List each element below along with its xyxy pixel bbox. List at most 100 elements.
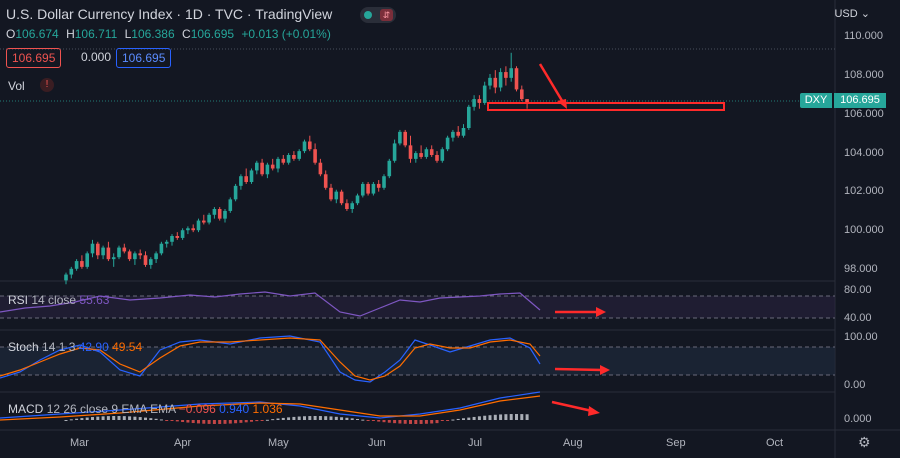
- macd-histogram-bar: [520, 414, 524, 420]
- candle-body: [323, 174, 328, 188]
- macd-histogram-bar: [228, 420, 232, 424]
- macd-arrow-annotation: [551, 400, 593, 413]
- candle-body: [85, 253, 89, 267]
- chart-title[interactable]: U.S. Dollar Currency Index · 1D · TVC · …: [6, 6, 333, 22]
- macd-tick: 0.000: [844, 413, 872, 425]
- macd-histogram-bar: [440, 420, 444, 421]
- candle-body: [244, 176, 248, 182]
- macd-histogram-bar: [403, 420, 407, 424]
- macd-histogram-bar: [345, 417, 349, 420]
- price-tick: 110.000: [844, 30, 883, 42]
- macd-legend[interactable]: MACD 12 26 close 9 EMA EMA −0.096 0.940 …: [8, 402, 283, 416]
- candle-body: [461, 128, 466, 136]
- macd-histogram-bar: [69, 419, 73, 421]
- macd-histogram-bar: [122, 416, 126, 420]
- rsi-arrow-head: [596, 307, 606, 317]
- macd-histogram-bar: [477, 416, 481, 420]
- macd-histogram-bar: [467, 417, 471, 420]
- candlestick-series: [64, 52, 529, 285]
- candle-body: [149, 259, 153, 265]
- market-open-dot: [364, 11, 372, 19]
- price-tick: 108.000: [844, 69, 884, 81]
- price-tick: 102.000: [844, 185, 884, 197]
- candle-body: [186, 228, 190, 231]
- macd-histogram-bar: [117, 416, 121, 420]
- support-zone-annotation[interactable]: [487, 102, 725, 111]
- candle-body: [482, 85, 487, 103]
- macd-histogram-bar: [350, 418, 354, 420]
- candle-body: [313, 149, 317, 163]
- candle-body: [260, 162, 264, 175]
- macd-histogram-bar: [456, 418, 460, 420]
- macd-histogram-bar: [75, 418, 79, 420]
- candle-body: [355, 195, 360, 204]
- candle-body: [191, 228, 195, 231]
- volume-label[interactable]: Vol: [8, 79, 25, 93]
- candle-body: [514, 68, 519, 90]
- currency-selector[interactable]: USD ⌄: [834, 8, 870, 20]
- gear-icon[interactable]: ⚙: [858, 434, 871, 450]
- candle-body: [101, 247, 105, 256]
- macd-histogram-bar: [64, 420, 68, 421]
- candle-body: [64, 274, 68, 281]
- market-status-toggle[interactable]: ⇵: [360, 7, 396, 23]
- macd-histogram-bar: [308, 416, 312, 420]
- macd-histogram-bar: [414, 420, 418, 424]
- stoch-band: [0, 347, 835, 375]
- candle-body: [520, 89, 524, 100]
- candle-body: [249, 170, 254, 182]
- macd-histogram-bar: [91, 417, 94, 420]
- date-tick: May: [268, 437, 289, 449]
- macd-histogram-bar: [250, 420, 253, 422]
- rsi-legend[interactable]: RSI 14 close 55.63: [8, 293, 110, 307]
- macd-histogram-bar: [356, 418, 359, 420]
- candle-body: [80, 261, 84, 267]
- macd-histogram-bar: [451, 419, 455, 421]
- down-arrow-annotation: [538, 63, 566, 105]
- candle-body: [228, 199, 233, 211]
- candle-body: [239, 176, 243, 186]
- macd-histogram-bar: [509, 414, 513, 420]
- macd-histogram-bar: [313, 416, 317, 420]
- macd-histogram-bar: [101, 416, 105, 420]
- alert-icon[interactable]: ⇵: [380, 9, 393, 21]
- candle-body: [207, 214, 211, 223]
- macd-histogram-bar: [133, 416, 137, 420]
- candle-body: [281, 158, 286, 163]
- macd-histogram-bar: [159, 419, 163, 421]
- rsi-line: [0, 291, 541, 317]
- candle-body: [509, 68, 513, 78]
- macd-histogram-bar: [154, 418, 158, 420]
- price-tick: 98.000: [844, 263, 878, 275]
- date-tick: Oct: [766, 437, 784, 449]
- candle-body: [122, 247, 127, 252]
- candle-body: [297, 151, 301, 159]
- macd-histogram-bar: [96, 416, 100, 420]
- candle-body: [419, 153, 423, 157]
- candle-body: [456, 131, 460, 136]
- macd-histogram-bar: [324, 416, 328, 420]
- candle-body: [175, 236, 180, 238]
- candle-body: [202, 220, 206, 223]
- candle-body: [217, 209, 222, 219]
- candle-body: [424, 149, 429, 157]
- date-tick: Jul: [468, 437, 483, 449]
- candle-body: [233, 185, 238, 200]
- rsi-tick: 40.00: [844, 312, 872, 324]
- buy-price-button[interactable]: 106.695: [116, 48, 172, 68]
- macd-histogram-bar: [515, 414, 518, 420]
- candle-body: [255, 162, 259, 171]
- macd-histogram-bar: [234, 420, 238, 424]
- macd-histogram-bar: [218, 420, 222, 424]
- warning-icon[interactable]: !: [40, 78, 54, 92]
- candle-body: [223, 210, 227, 219]
- macd-arrow-head: [588, 406, 600, 416]
- macd-histogram-bar: [377, 420, 381, 422]
- stoch-legend[interactable]: Stoch 14 1 3 42.90 49.54: [8, 340, 143, 354]
- date-tick: Aug: [563, 437, 583, 449]
- sell-price-button[interactable]: 106.695: [6, 48, 62, 68]
- candle-body: [276, 158, 280, 169]
- macd-histogram-bar: [149, 418, 153, 420]
- macd-histogram-bar: [181, 420, 185, 423]
